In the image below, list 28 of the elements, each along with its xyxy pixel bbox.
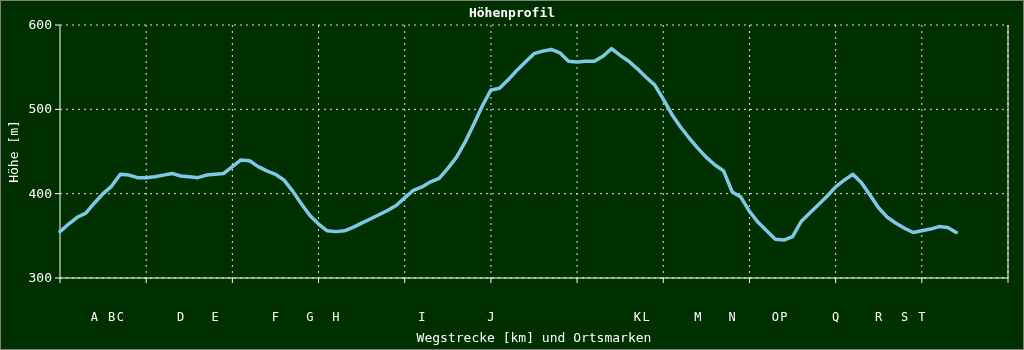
x-tick-label: T (918, 310, 926, 324)
x-tick-label: S (900, 310, 909, 324)
x-tick-label: R (875, 310, 884, 324)
x-tick-label: A (90, 310, 99, 324)
x-tick-label: P (780, 310, 788, 324)
y-tick-label: 600 (28, 17, 52, 32)
x-tick-label: F (271, 310, 280, 324)
x-axis-title: Wegstrecke [km] und Ortsmarken (416, 330, 652, 345)
x-tick-label: G (306, 310, 314, 324)
x-tick-label: I (418, 310, 426, 324)
line-series (58, 46, 959, 242)
x-tick-label: M (694, 310, 702, 324)
x-tick-label: C (116, 310, 124, 324)
y-tick-label: 500 (28, 101, 52, 117)
x-tick-label: J (487, 310, 495, 324)
x-tick-label: O (771, 310, 779, 324)
x-tick-label: K (633, 310, 642, 324)
x-tick-label: H (332, 310, 340, 324)
x-tick-label: D (177, 310, 185, 324)
x-tick-label: N (728, 310, 736, 324)
y-tick-label: 300 (28, 270, 52, 285)
x-tick-label: B (108, 310, 116, 324)
x-tick-label: Q (832, 310, 840, 324)
x-tick-label: L (642, 310, 650, 324)
chart-title: Höhenprofil (468, 5, 556, 20)
y-axis-title: Höhe [m] (6, 120, 21, 183)
x-tick-label: E (211, 310, 219, 324)
y-tick-label: 400 (28, 185, 52, 201)
